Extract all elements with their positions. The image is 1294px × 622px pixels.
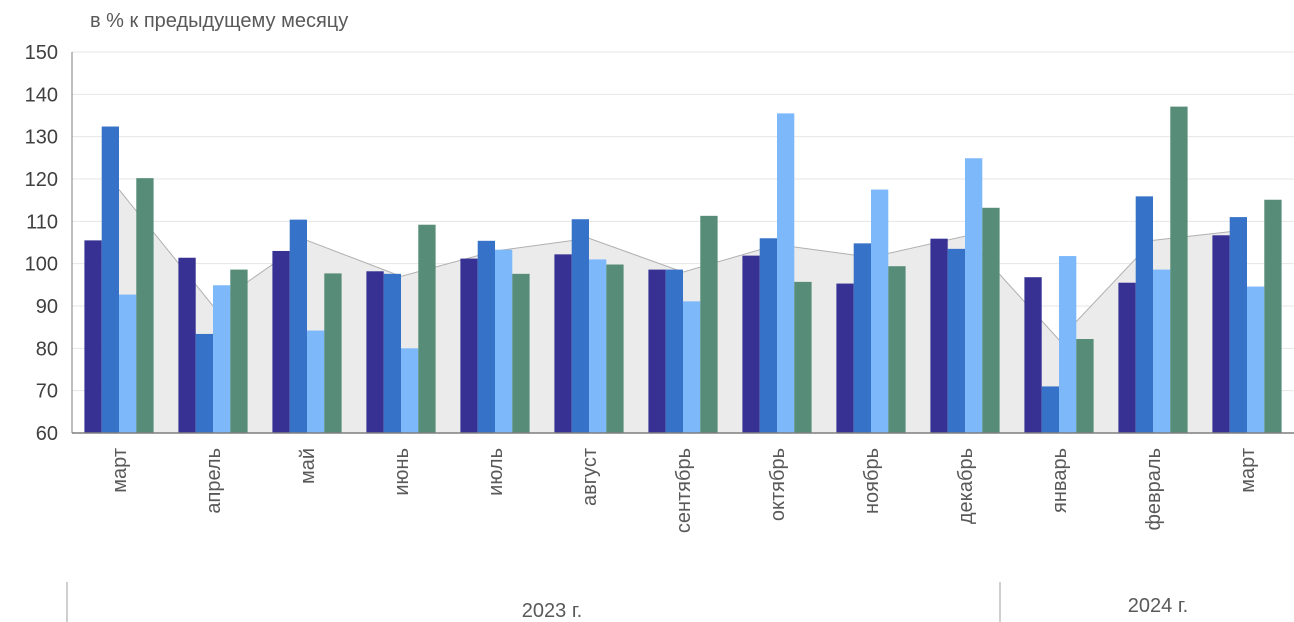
bar bbox=[289, 219, 307, 433]
bar bbox=[554, 254, 572, 433]
x-tick-label: июль bbox=[485, 448, 507, 496]
unit-label: в % к предыдущему месяцу bbox=[90, 10, 348, 32]
y-tick-label: 70 bbox=[36, 381, 58, 403]
bar bbox=[460, 258, 478, 433]
bar bbox=[512, 273, 530, 433]
year-label: 2023 г. bbox=[522, 600, 582, 622]
bar bbox=[1170, 106, 1188, 434]
labels: 60 70 80 90 100 110 120 130 140 150 март апрель май и… bbox=[25, 42, 1259, 622]
bar bbox=[853, 243, 871, 433]
bar bbox=[871, 189, 889, 433]
bar bbox=[136, 178, 154, 433]
bar bbox=[1076, 339, 1094, 433]
bar bbox=[178, 257, 196, 433]
bars bbox=[84, 106, 1282, 434]
bar bbox=[700, 215, 718, 433]
bar bbox=[1135, 196, 1153, 433]
bar bbox=[965, 158, 983, 433]
bar bbox=[195, 333, 213, 433]
bar bbox=[324, 273, 342, 433]
bar bbox=[759, 238, 777, 433]
y-tick-label: 100 bbox=[25, 254, 58, 276]
bar bbox=[683, 301, 701, 433]
bar bbox=[307, 330, 325, 433]
bar bbox=[1118, 282, 1136, 433]
bar bbox=[794, 281, 812, 433]
bar bbox=[777, 113, 795, 433]
bar bbox=[571, 219, 589, 433]
x-tick-label: сентябрь bbox=[673, 448, 695, 533]
x-tick-label: апрель bbox=[203, 448, 225, 514]
bar bbox=[982, 207, 1000, 433]
bar bbox=[101, 126, 119, 433]
y-tick-label: 80 bbox=[36, 338, 58, 360]
x-tick-label: август bbox=[579, 448, 601, 506]
bar bbox=[119, 294, 137, 433]
bar bbox=[418, 224, 436, 433]
bar bbox=[930, 238, 948, 433]
bar bbox=[401, 348, 419, 433]
bar bbox=[1059, 256, 1077, 433]
year-label: 2024 г. bbox=[1128, 595, 1188, 617]
x-tick-label: февраль bbox=[1143, 448, 1165, 531]
bar bbox=[742, 255, 760, 433]
bar bbox=[230, 269, 248, 433]
bar bbox=[383, 273, 401, 433]
bar bbox=[366, 271, 384, 433]
bar bbox=[84, 240, 102, 433]
bar bbox=[648, 269, 666, 433]
bar bbox=[947, 248, 965, 433]
bar bbox=[1153, 269, 1171, 433]
x-tick-label: март bbox=[109, 448, 131, 493]
y-tick-label: 60 bbox=[36, 423, 58, 445]
bar bbox=[1024, 277, 1042, 433]
x-tick-label: ноябрь bbox=[861, 448, 883, 514]
bar bbox=[589, 259, 607, 433]
bar bbox=[606, 264, 624, 433]
x-tick-label: июнь bbox=[391, 448, 413, 496]
y-tick-label: 110 bbox=[26, 211, 58, 233]
bar bbox=[836, 283, 854, 433]
bar bbox=[272, 250, 290, 433]
bar bbox=[495, 249, 513, 433]
x-tick-label: октябрь bbox=[767, 448, 789, 521]
bar bbox=[477, 240, 495, 433]
x-tick-label: март bbox=[1237, 448, 1259, 493]
x-tick-label: май bbox=[297, 448, 319, 484]
x-tick-label: декабрь bbox=[955, 448, 977, 524]
x-tick-label: январь bbox=[1049, 448, 1071, 513]
y-tick-label: 150 bbox=[25, 42, 58, 64]
bar bbox=[1041, 386, 1059, 433]
bar bbox=[1229, 217, 1247, 433]
bar bbox=[1264, 199, 1282, 433]
y-tick-label: 90 bbox=[36, 296, 58, 318]
bar bbox=[888, 266, 906, 433]
bar bbox=[213, 285, 231, 433]
bar bbox=[665, 269, 683, 433]
y-tick-label: 130 bbox=[25, 127, 58, 149]
y-tick-label: 140 bbox=[25, 84, 58, 106]
y-tick-label: 120 bbox=[25, 169, 58, 191]
bar bbox=[1247, 286, 1265, 433]
axes bbox=[66, 52, 1294, 622]
bar bbox=[1212, 235, 1230, 433]
